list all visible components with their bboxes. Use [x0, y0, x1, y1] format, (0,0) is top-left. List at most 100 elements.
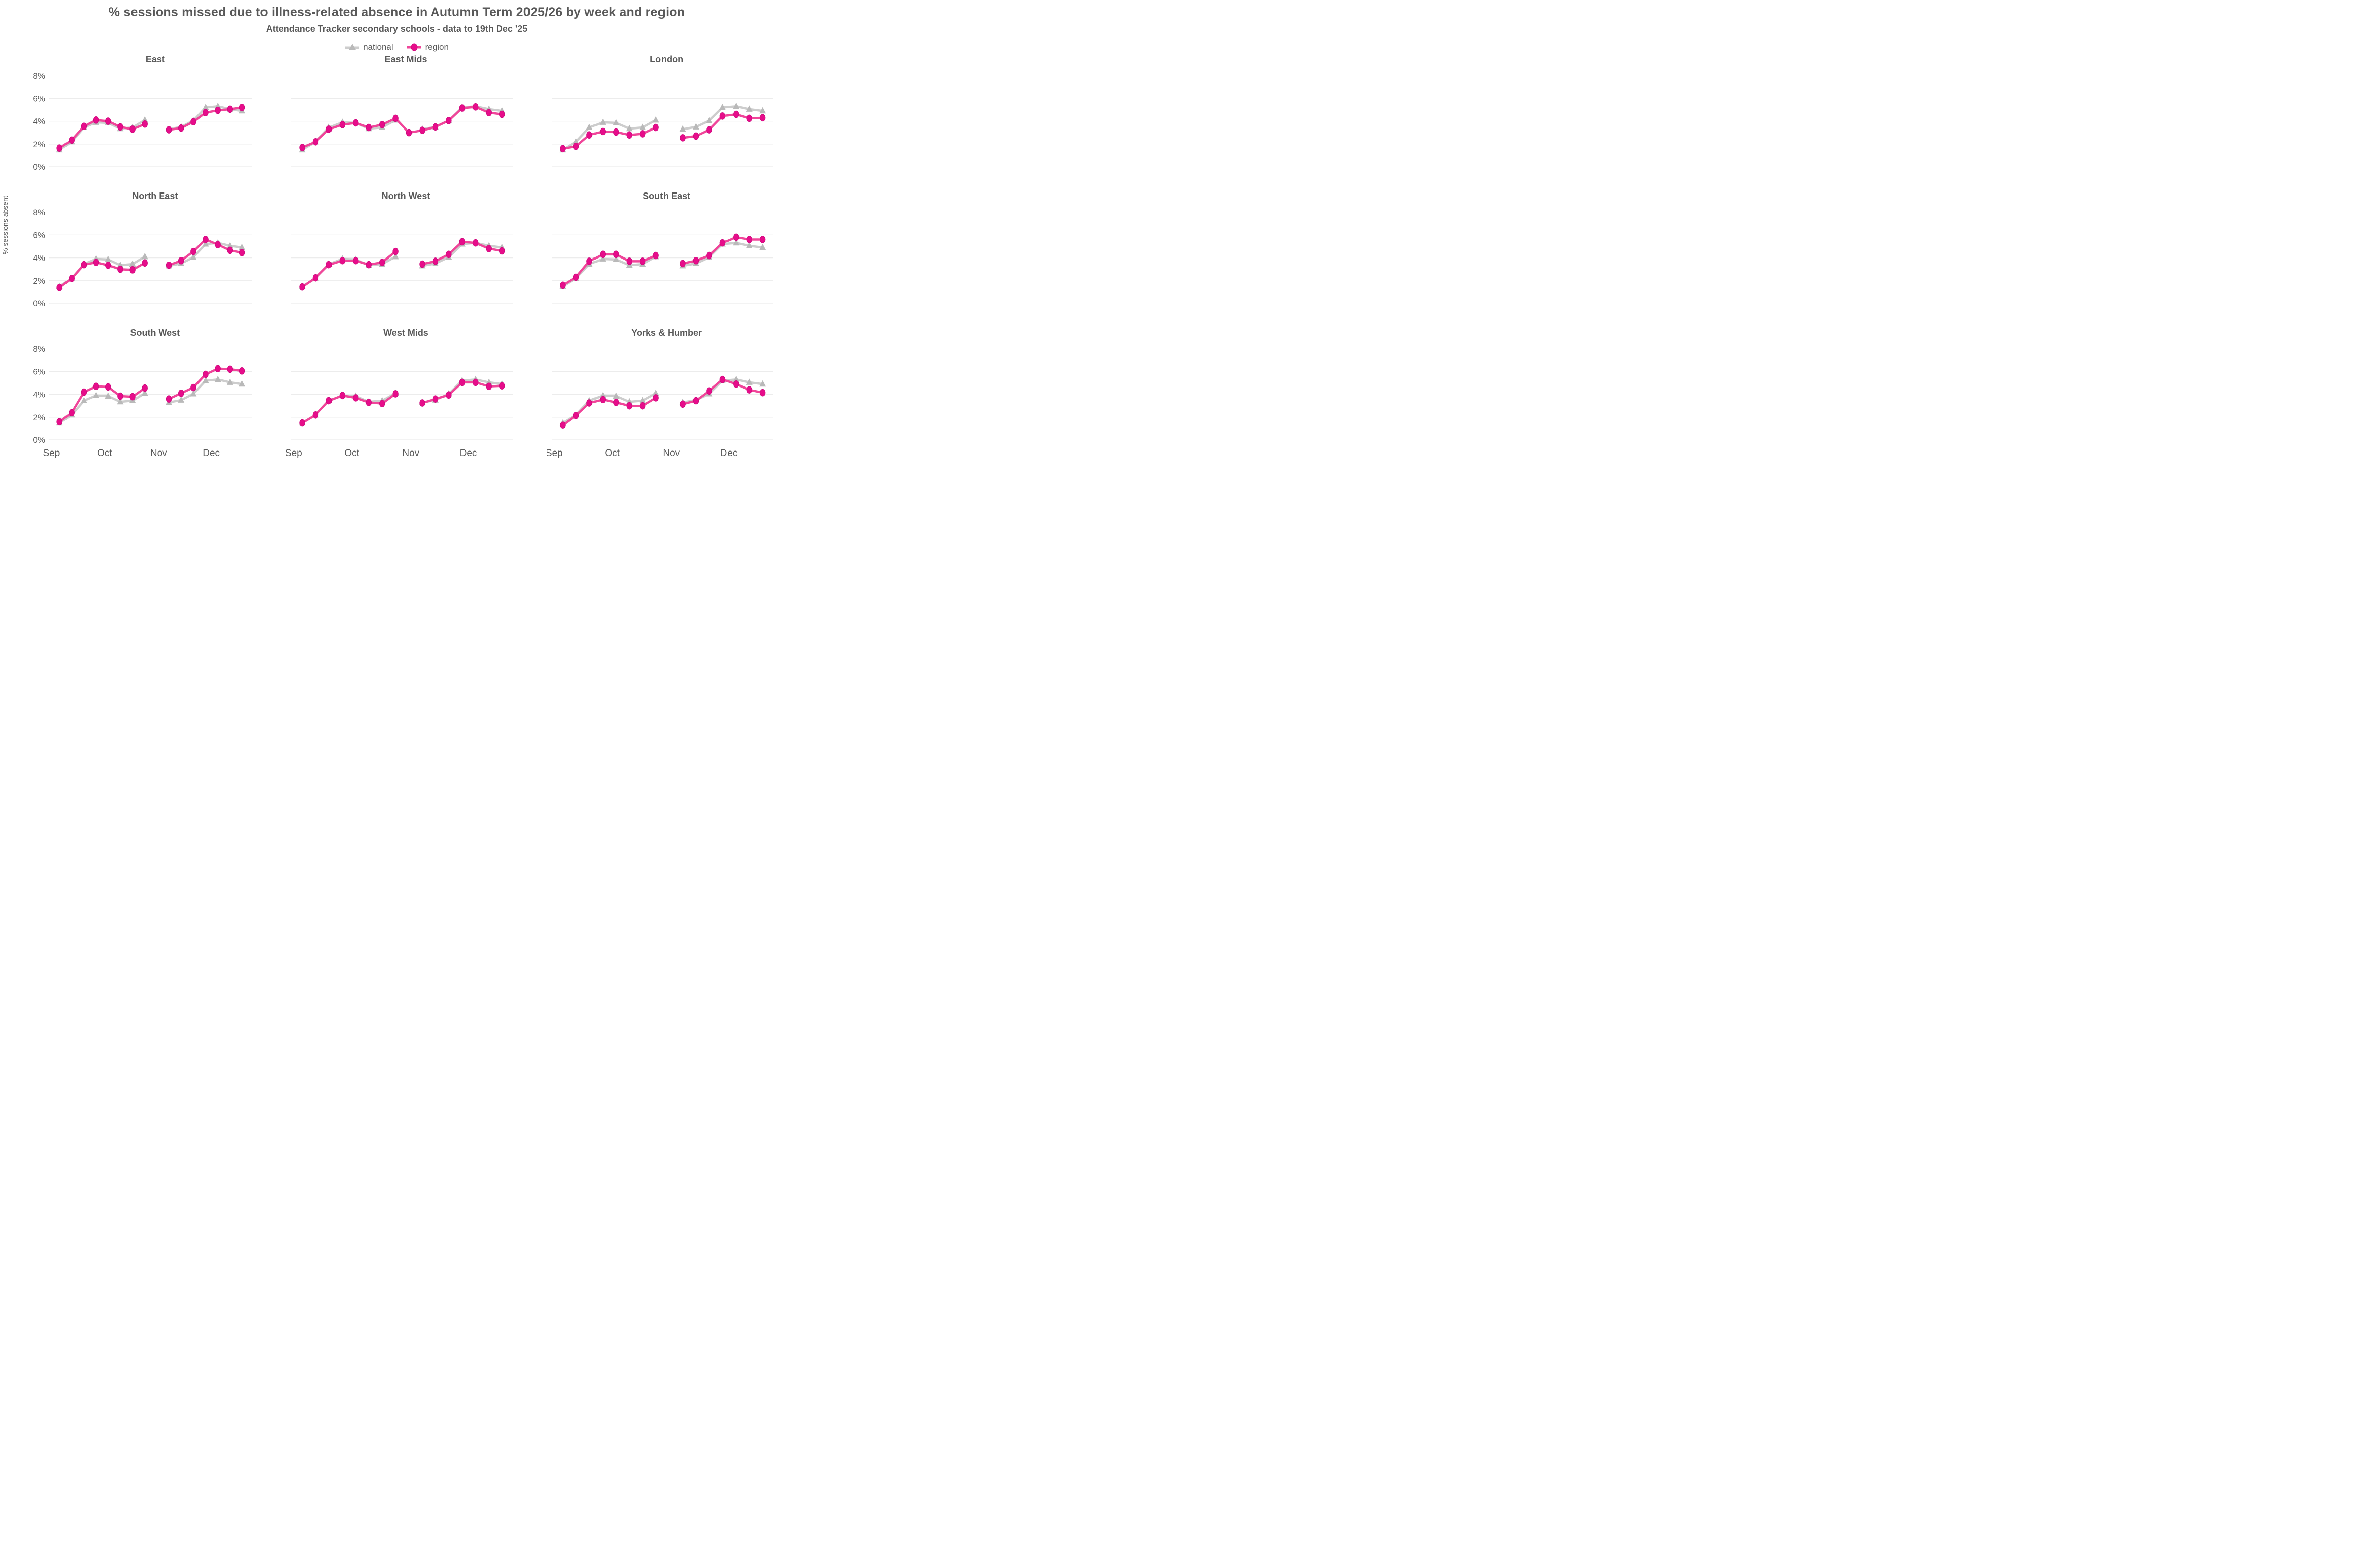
facet-north-west: North West [286, 191, 526, 312]
national-point-marker [733, 102, 740, 109]
region-point-marker [299, 283, 305, 291]
region-point-marker [379, 400, 385, 407]
national-point-marker [141, 116, 148, 123]
national-point-marker [746, 378, 753, 385]
x-month-label: Dec [203, 448, 220, 459]
national-point-marker [759, 380, 766, 387]
region-point-marker [81, 261, 87, 269]
region-point-marker [203, 109, 209, 116]
region-point-marker [680, 134, 686, 142]
region-point-marker [69, 409, 75, 417]
region-point-marker [379, 121, 385, 128]
region-point-marker [653, 251, 659, 260]
region-point-marker [203, 236, 209, 243]
facet-title-east-mids: East Mids [384, 54, 427, 65]
y-tick-label: 2% [33, 276, 45, 286]
region-point-marker [142, 259, 148, 267]
national-point-marker [239, 380, 246, 387]
region-point-marker [560, 281, 566, 289]
region-point-marker [499, 382, 505, 390]
national-point-marker [392, 252, 399, 260]
region-point-marker [203, 370, 209, 378]
x-month-label: Sep [286, 448, 302, 459]
national-point-marker [679, 125, 686, 132]
region-point-marker [733, 233, 739, 241]
x-month-label: Oct [605, 448, 620, 459]
region-point-marker [352, 256, 359, 265]
facet-east-mids: East Mids [286, 54, 526, 176]
region-point-marker [299, 419, 305, 427]
region-point-marker [733, 110, 739, 118]
region-point-marker [166, 395, 172, 403]
facet-plot-north-west [291, 234, 513, 304]
facet-title-north-west: North West [381, 191, 430, 201]
region-point-marker [325, 261, 332, 269]
national-point-marker [214, 375, 221, 382]
national-point-marker [600, 255, 607, 262]
region-point-marker [392, 390, 399, 398]
facet-plot-south-east [552, 233, 774, 304]
region-point-marker [56, 284, 62, 291]
region-point-marker [733, 380, 739, 388]
chart-subtitle: Attendance Tracker secondary schools - d… [266, 24, 528, 34]
facet-north-east: North East 8% 6% 4% 2% 0% [25, 191, 265, 312]
region-point-marker [560, 145, 566, 153]
facet-plot-south-west: 8% 6% 4% 2% 0% Sep Oct Nov Dec [33, 344, 252, 459]
region-point-marker [379, 259, 385, 266]
region-point-marker [560, 421, 566, 429]
region-point-marker [366, 261, 372, 269]
facet-plot-london [552, 98, 774, 167]
national-point-marker [226, 378, 233, 385]
region-point-marker [166, 261, 172, 269]
region-point-marker [573, 412, 579, 419]
region-point-marker [339, 121, 345, 128]
y-axis-label: % sessions absent [1, 196, 9, 254]
legend: national region [0, 42, 794, 52]
region-point-marker [81, 122, 87, 131]
x-month-label: Nov [150, 448, 167, 459]
region-point-marker [432, 395, 438, 403]
region-point-marker [680, 260, 686, 268]
region-point-marker [719, 239, 726, 247]
national-point-marker [141, 252, 148, 260]
region-point-marker [693, 397, 699, 405]
region-point-marker [760, 114, 766, 122]
region-point-marker [325, 397, 332, 405]
region-point-marker [190, 247, 196, 255]
region-point-marker [227, 365, 233, 373]
national-line [562, 119, 657, 151]
y-tick-label: 0% [33, 435, 45, 445]
legend-label-region: region [425, 42, 449, 52]
facet-south-east: South East [547, 191, 786, 312]
region-point-marker [472, 378, 479, 386]
national-point-marker [202, 103, 209, 110]
y-tick-label: 4% [33, 117, 45, 126]
region-point-marker [486, 382, 492, 391]
facet-title-east: East [145, 54, 165, 65]
facet-title-south-west: South West [130, 328, 180, 338]
region-point-marker [653, 394, 659, 402]
region-point-marker [117, 265, 123, 273]
x-month-label: Sep [547, 448, 563, 459]
legend-label-national: national [363, 42, 393, 52]
facet-plot-yorks-humber: Sep Oct Nov Dec [547, 371, 774, 459]
chart-title: % sessions missed due to illness-related… [108, 5, 685, 19]
national-point-marker [613, 119, 620, 125]
region-point-marker [445, 250, 452, 259]
region-point-marker [613, 399, 619, 406]
region-point-marker [459, 104, 465, 112]
facet-yorks-humber: Yorks & Humber Sep Oct Nov Dec [547, 328, 786, 466]
region-point-marker [105, 117, 111, 125]
region-point-marker [680, 400, 686, 408]
national-point-marker [626, 398, 633, 405]
region-point-marker [600, 127, 606, 136]
national-point-marker [178, 396, 185, 403]
region-point-marker [406, 128, 412, 137]
facet-title-south-east: South East [643, 191, 691, 201]
national-point-marker [117, 261, 124, 268]
region-point-marker [472, 239, 479, 247]
national-point-marker [586, 123, 593, 131]
region-point-marker [215, 365, 221, 373]
x-month-label: Oct [97, 448, 112, 459]
region-point-marker [586, 257, 592, 265]
